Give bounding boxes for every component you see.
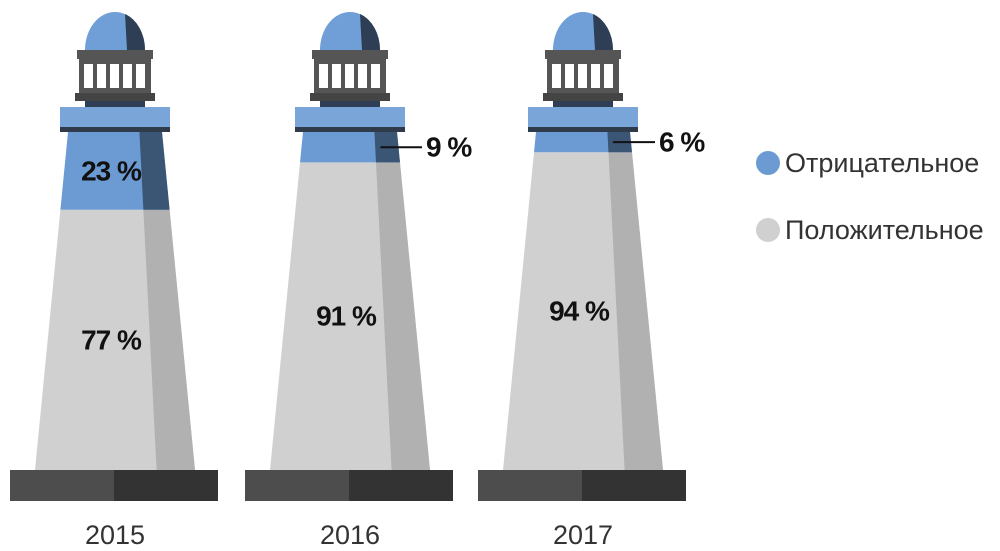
x-tick-label: 2017	[553, 520, 613, 550]
window	[604, 64, 613, 88]
base-shadow	[114, 470, 218, 501]
segment	[270, 162, 430, 471]
dome-shadow	[360, 14, 381, 50]
neck	[553, 101, 613, 107]
segment-shadow	[608, 152, 663, 470]
base-shadow	[582, 470, 686, 501]
gallery-edge	[295, 127, 405, 132]
x-tick-label: 2015	[85, 520, 145, 550]
legend-label: Отрицательное	[785, 148, 979, 178]
segment-shadow	[139, 132, 170, 210]
gallery	[60, 107, 170, 127]
legend-swatch	[756, 218, 780, 242]
window	[136, 64, 145, 88]
window	[319, 64, 328, 88]
value-label: 23 %	[81, 155, 142, 186]
base	[245, 470, 349, 501]
lantern-base	[75, 93, 155, 101]
value-label: 94 %	[549, 296, 610, 327]
lantern-base	[310, 93, 390, 101]
window	[84, 64, 93, 88]
window	[110, 64, 119, 88]
lantern-top	[312, 50, 388, 59]
gallery-edge	[60, 127, 170, 132]
value-label: 6 %	[659, 127, 705, 158]
segment	[35, 209, 195, 471]
lantern-base	[543, 93, 623, 101]
dome-shadow	[593, 14, 614, 50]
value-label: 9 %	[426, 132, 472, 163]
window	[565, 64, 574, 88]
window	[345, 64, 354, 88]
segment-shadow	[143, 209, 195, 471]
x-tick-label: 2016	[320, 520, 380, 550]
segment	[60, 132, 170, 210]
window	[552, 64, 561, 88]
lantern-top	[77, 50, 153, 59]
value-label: 91 %	[316, 301, 377, 332]
value-label: 77 %	[81, 324, 142, 355]
segment-shadow	[375, 162, 430, 471]
window	[123, 64, 132, 88]
legend-label: Положительное	[785, 215, 984, 245]
dome-shadow	[125, 14, 146, 50]
base	[478, 470, 582, 501]
base	[10, 470, 114, 501]
window	[358, 64, 367, 88]
lantern-top	[545, 50, 621, 59]
window	[591, 64, 600, 88]
gallery	[528, 107, 638, 127]
neck	[85, 101, 145, 107]
segment-body	[534, 132, 632, 153]
neck	[320, 101, 380, 107]
window	[332, 64, 341, 88]
segment	[503, 152, 663, 470]
base-shadow	[349, 470, 453, 501]
legend-swatch	[756, 151, 780, 175]
window	[97, 64, 106, 88]
window	[578, 64, 587, 88]
gallery	[295, 107, 405, 127]
window	[371, 64, 380, 88]
gallery-edge	[528, 127, 638, 132]
